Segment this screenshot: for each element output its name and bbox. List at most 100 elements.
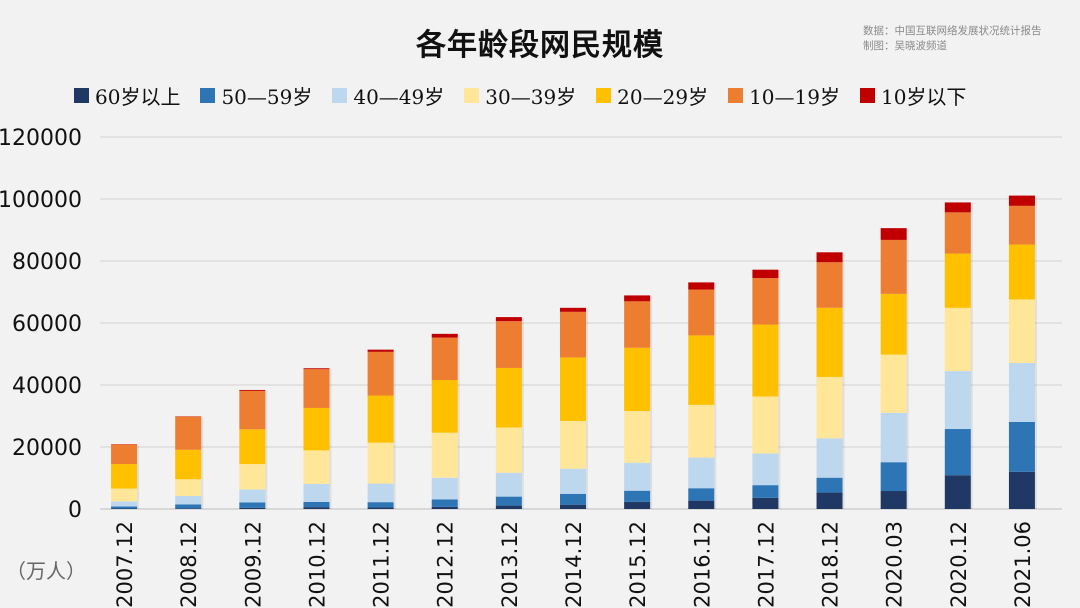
bar-segment [944,475,971,509]
bar-segment [367,395,394,443]
bar-segment [367,483,394,503]
bar-segment [495,505,522,509]
x-tick-label: 2008.12 [177,521,201,608]
bar-stack [1008,195,1037,509]
legend: 60岁以上 50—59岁 40—49岁 30—39岁 20—29岁 10—19岁 10岁以下 [74,80,986,110]
bar-segment [111,506,138,509]
bar-segment [560,307,586,312]
bar-shadow [265,390,268,509]
bar-segment [752,396,779,454]
bar-segment [560,504,586,509]
legend-swatch [596,87,612,103]
bar-segment [816,438,843,478]
bar-stack [111,444,140,509]
bar-segment [175,495,202,505]
x-tick-label: 2017.12 [754,521,778,608]
bar-segment [880,293,907,355]
bar-segment [239,389,266,391]
bar-segment [880,228,907,240]
x-tick-label: 2020.12 [947,521,971,608]
x-tick-label: 2016.12 [690,521,714,608]
bar-segment [752,485,779,498]
bar-segment [880,491,907,509]
bar-segment [560,357,586,421]
bar-segment [367,507,394,509]
bar-stack [367,349,396,509]
bar-shadow [457,334,460,509]
bar-segment [111,488,138,502]
bar-segment [624,301,651,348]
x-tick-label: 2009.12 [241,521,265,608]
bar-shadow [906,229,909,509]
bar-segment [495,317,522,322]
bar-segment [175,479,202,496]
bar-stack [431,333,460,509]
bar-segment [944,371,971,430]
legend-label: 10—19岁 [749,84,840,109]
bar-shadow [1034,196,1037,509]
legend-item: 10岁以下 [859,81,967,110]
legend-swatch [200,87,216,103]
bar-segment [111,501,138,507]
x-tick-label: 2013.12 [498,521,522,608]
bar-segment [431,499,458,507]
y-tick-label: 120000 [0,126,82,151]
bar-segment [303,483,330,502]
bar-segment [239,429,266,465]
chart-title: 各年龄段网民规模 [416,28,664,63]
bar-segment [688,500,715,509]
legend-item: 10—19岁 [728,81,840,110]
bar-segment [431,477,458,500]
bar-segment [1008,299,1035,363]
bar-segment [431,333,458,338]
bar-stack [816,252,845,509]
bar-shadow [201,417,204,509]
bar-segment [944,307,971,372]
bar-shadow [329,369,332,509]
bar-segment [367,502,394,508]
legend-item: 20—29岁 [596,81,708,110]
legend-label: 10岁以下 [880,84,967,109]
bar-segment [367,351,394,396]
bar-shadow [137,445,140,509]
bar-segment [752,453,779,486]
legend-label: 20—29岁 [617,84,709,109]
bar-segment [303,501,330,508]
bar-stack [944,202,973,509]
bar-shadow [842,253,845,509]
bar-segment [688,282,715,290]
legend-label: 40—49岁 [353,84,445,109]
bar-stack [624,295,653,509]
x-tick-label: 2012.12 [434,521,458,608]
legend-item: 50—59岁 [200,81,312,110]
x-tick-label: 2010.12 [305,521,329,608]
bar-segment [175,504,202,509]
bar-segment [688,404,715,458]
bar-shadow [521,318,524,509]
bar-segment [239,489,266,503]
y-tick-label: 40000 [12,374,82,399]
bar-segment [880,412,907,463]
legend-swatch [74,87,89,103]
legend-item: 60岁以上 [74,81,180,110]
bar-segment [816,262,843,308]
bar-segment [816,477,843,493]
bar-segment [1008,421,1035,472]
bar-stack [880,228,909,509]
bar-stack [239,389,268,509]
bar-segment [624,295,651,302]
bar-segment [752,278,779,325]
bar-stack [175,416,204,509]
bar-segment [816,307,843,377]
bar-segment [560,420,586,469]
bar-segment [688,335,715,405]
bar-stack [303,368,332,509]
bar-segment [880,462,907,492]
bar-segment [495,321,522,368]
bar-segment [1008,471,1035,509]
x-tick-label: 2015.12 [626,521,650,608]
bar-segment [367,349,394,352]
x-tick-label: 2011.12 [370,521,394,608]
bar-segment [111,444,138,465]
